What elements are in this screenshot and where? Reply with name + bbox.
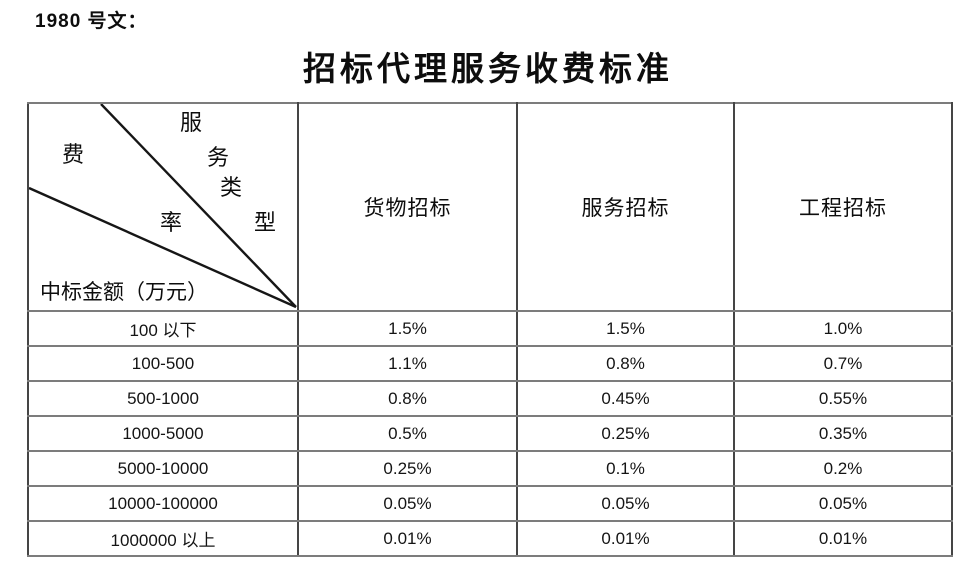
fee-value-cell: 0.01% <box>297 520 518 557</box>
table-row: 100-500 1.1% 0.8% 0.7% <box>27 345 953 382</box>
table-row: 10000-100000 0.05% 0.05% 0.05% <box>27 485 953 522</box>
fee-value-cell: 0.45% <box>516 380 735 417</box>
diagonal-line-lower <box>30 187 296 309</box>
fee-value-cell: 0.25% <box>297 450 518 487</box>
fee-value-cell: 1.0% <box>733 310 953 347</box>
fee-value-cell: 0.01% <box>733 520 953 557</box>
table-row: 100 以下 1.5% 1.5% 1.0% <box>27 310 953 347</box>
amount-range-cell: 1000-5000 <box>27 415 299 452</box>
column-header-goods: 货物招标 <box>297 102 518 312</box>
fee-value-cell: 0.05% <box>516 485 735 522</box>
fee-value-cell: 0.2% <box>733 450 953 487</box>
amount-range-cell: 100-500 <box>27 345 299 382</box>
amount-range-cell: 500-1000 <box>27 380 299 417</box>
table-row: 500-1000 0.8% 0.45% 0.55% <box>27 380 953 417</box>
fee-value-cell: 0.5% <box>297 415 518 452</box>
fee-value-cell: 0.1% <box>516 450 735 487</box>
corner-label-service-type-char: 务 <box>207 145 230 170</box>
amount-range-cell: 5000-10000 <box>27 450 299 487</box>
fee-value-cell: 0.35% <box>733 415 953 452</box>
corner-label-service-type-char: 服 <box>180 110 203 135</box>
table-row: 1000000 以上 0.01% 0.01% 0.01% <box>27 520 953 557</box>
column-header-engineering: 工程招标 <box>733 102 953 312</box>
doc-number-label: 1980 号文： <box>35 11 148 32</box>
fee-table: 服 费 务 类 率 型 中标金额（万元） 货物招标 服务招标 工程招标 100 … <box>27 102 953 557</box>
diagonal-line-upper <box>100 105 296 308</box>
fee-value-cell: 0.55% <box>733 380 953 417</box>
fee-value-cell: 0.05% <box>297 485 518 522</box>
column-header-services: 服务招标 <box>516 102 735 312</box>
amount-range-cell: 100 以下 <box>27 310 299 347</box>
corner-label-service-type-char: 类 <box>220 175 243 200</box>
table-row: 5000-10000 0.25% 0.1% 0.2% <box>27 450 953 487</box>
page-title: 招标代理服务收费标准 <box>303 52 673 88</box>
fee-value-cell: 0.7% <box>733 345 953 382</box>
fee-value-cell: 0.8% <box>516 345 735 382</box>
fee-value-cell: 1.5% <box>297 310 518 347</box>
amount-range-cell: 1000000 以上 <box>27 520 299 557</box>
corner-label-amount: 中标金额（万元） <box>40 280 208 304</box>
corner-label-service-type-char: 型 <box>254 210 277 235</box>
corner-label-fee-rate-char: 费 <box>62 142 85 167</box>
fee-value-cell: 0.8% <box>297 380 518 417</box>
table-row: 1000-5000 0.5% 0.25% 0.35% <box>27 415 953 452</box>
fee-value-cell: 0.25% <box>516 415 735 452</box>
table-header-row: 服 费 务 类 率 型 中标金额（万元） 货物招标 服务招标 工程招标 <box>27 102 953 312</box>
diagonal-divider-lines <box>30 105 296 309</box>
amount-range-cell: 10000-100000 <box>27 485 299 522</box>
fee-value-cell: 1.5% <box>516 310 735 347</box>
table-corner-cell: 服 费 务 类 率 型 中标金额（万元） <box>27 102 299 312</box>
fee-value-cell: 1.1% <box>297 345 518 382</box>
fee-value-cell: 0.01% <box>516 520 735 557</box>
fee-value-cell: 0.05% <box>733 485 953 522</box>
corner-label-fee-rate-char: 率 <box>160 210 183 235</box>
